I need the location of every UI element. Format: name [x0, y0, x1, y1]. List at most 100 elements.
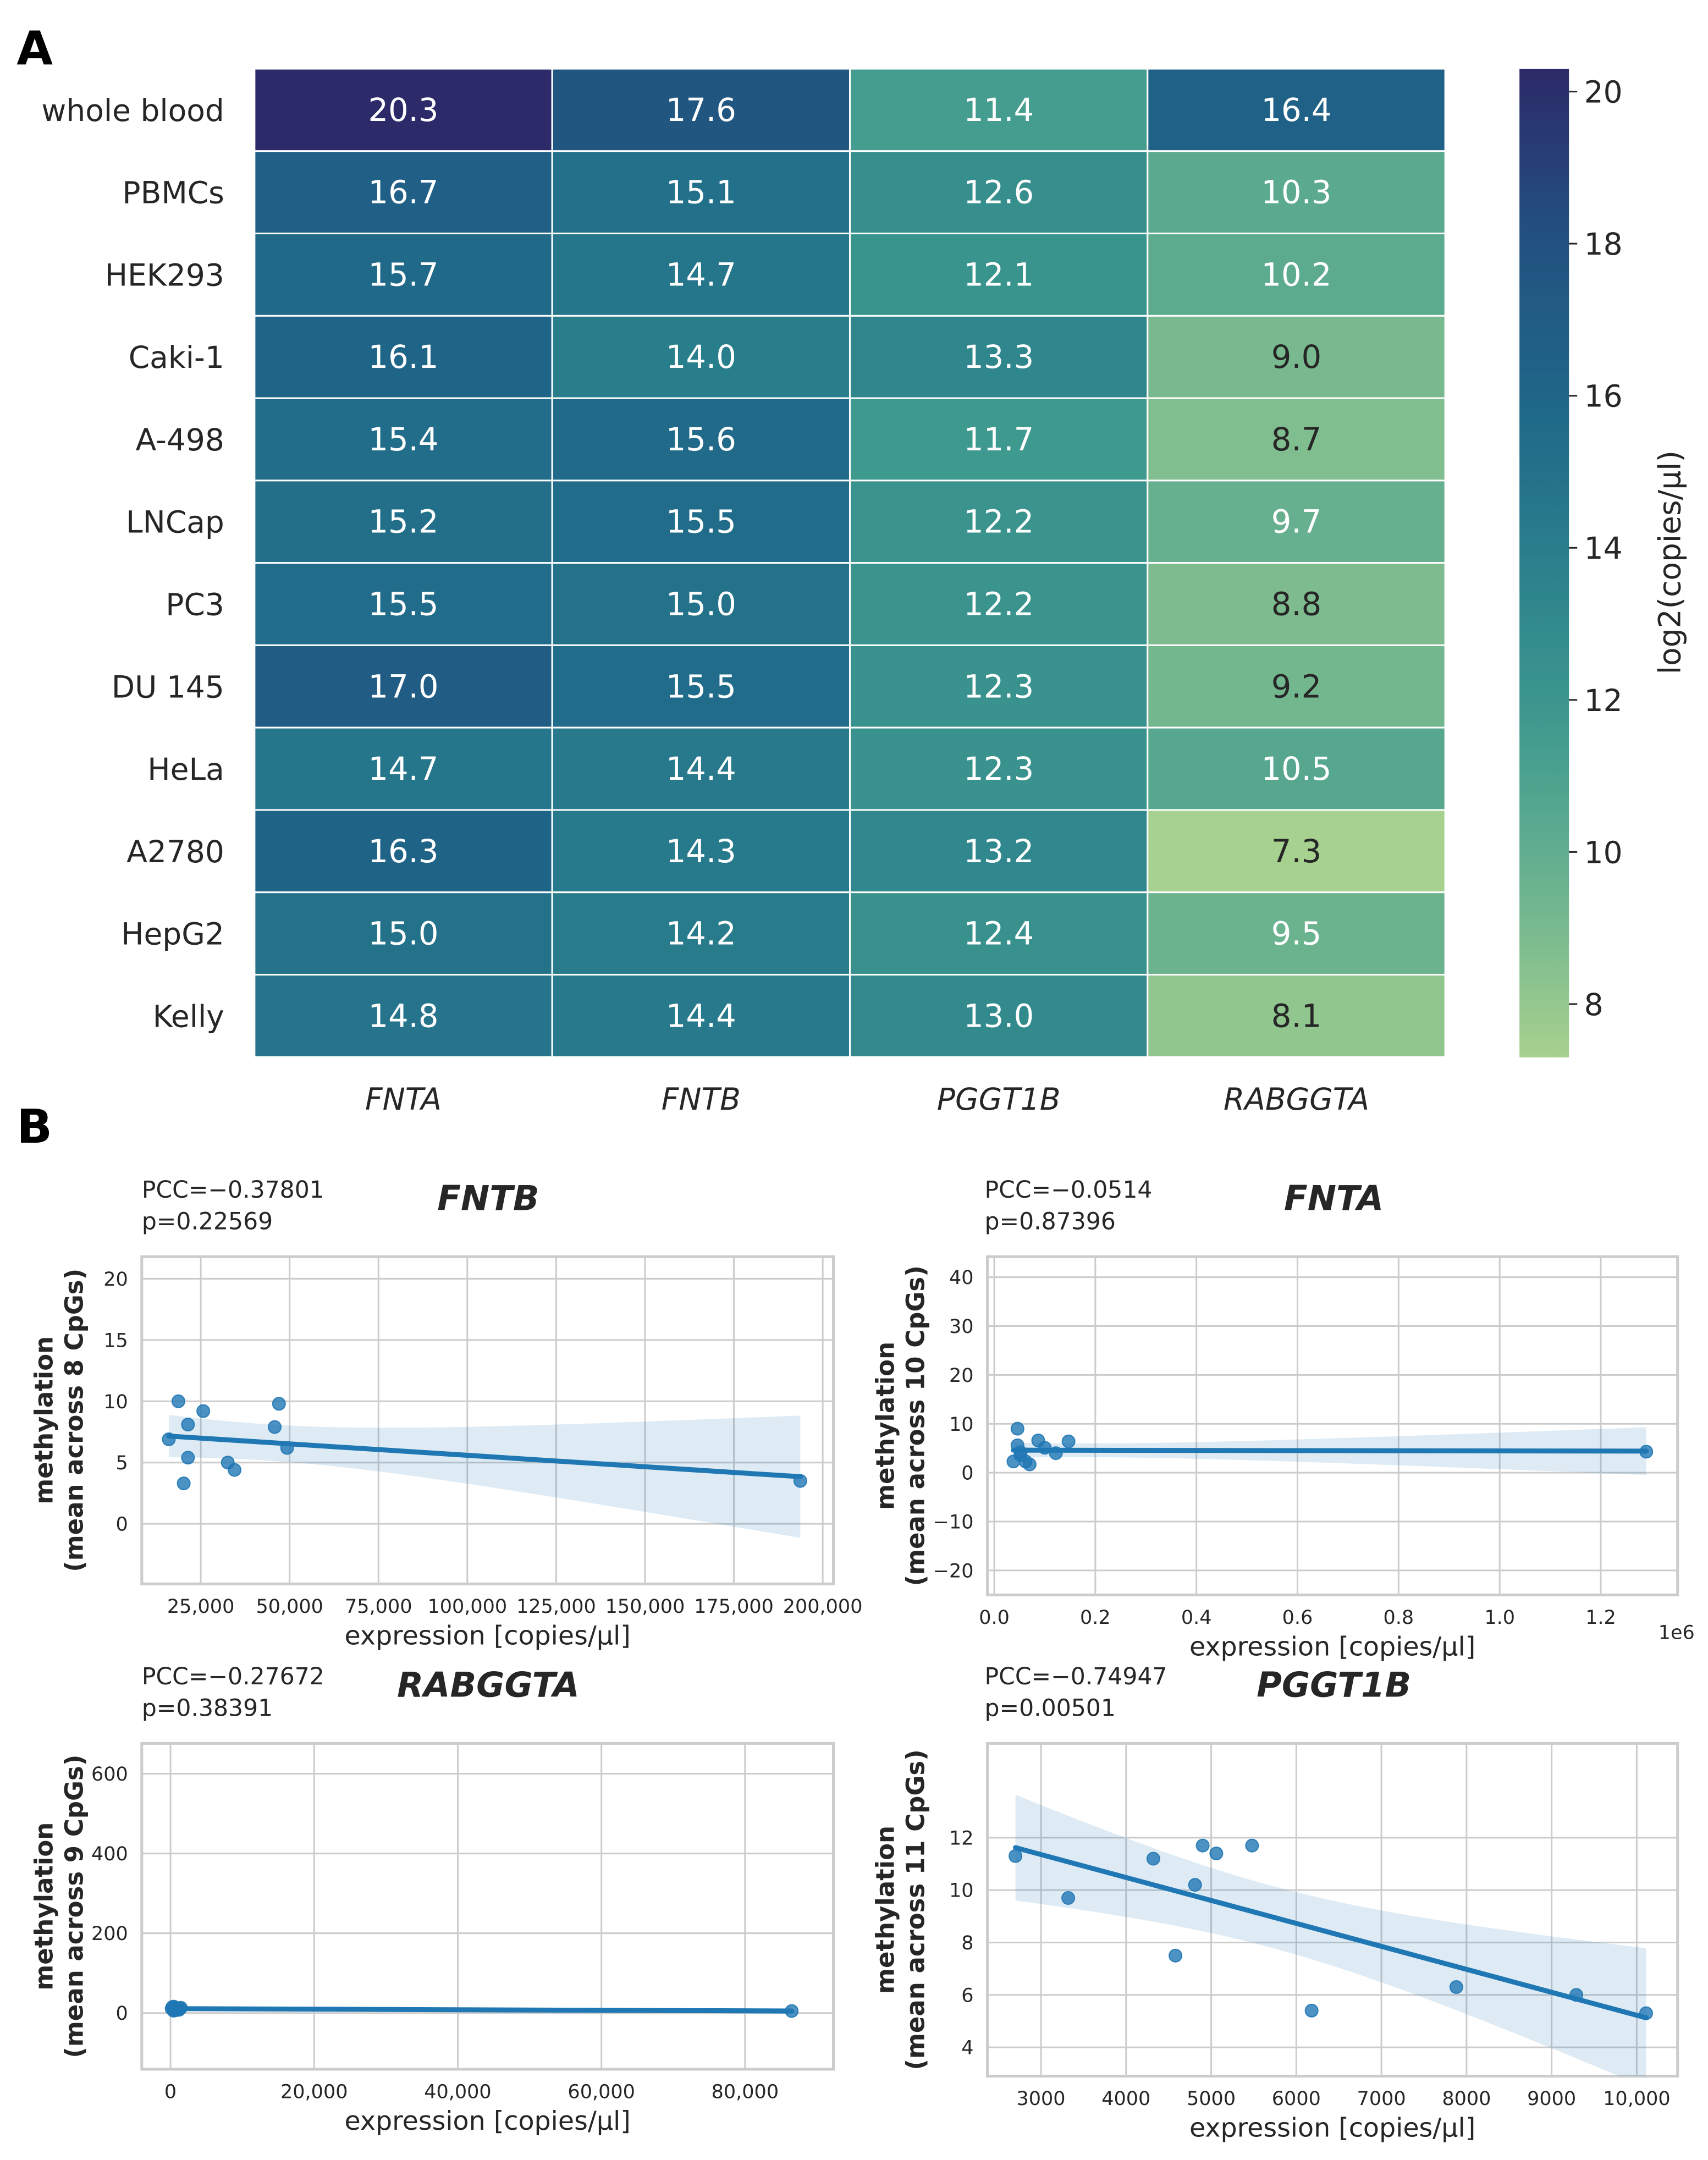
cell-value-label: 12.2 [963, 586, 1034, 623]
cell-value-label: 8.1 [1271, 998, 1321, 1034]
x-tick-label: 8000 [1442, 2088, 1491, 2110]
colorbar-tick-label: 8 [1584, 987, 1604, 1022]
heatmap-cell [1147, 315, 1446, 399]
x-tick-label: 0.0 [979, 1607, 1010, 1629]
heatmap-cell [849, 891, 1149, 976]
cell-value-label: 14.0 [666, 339, 736, 376]
y-tick-label: 15 [103, 1330, 128, 1352]
y-tick-label: 0 [961, 1463, 973, 1485]
heatmap-cell [254, 562, 553, 646]
x-tick-label: 100,000 [427, 1596, 507, 1618]
pcc-annotation: PCC=−0.0514 [985, 1177, 1153, 1204]
x-tick-label: 10,000 [1603, 2088, 1670, 2110]
x-tick-label: 3000 [1016, 2088, 1065, 2110]
heatmap-cell [1147, 233, 1446, 317]
heatmap-cell [849, 644, 1149, 729]
regression-line [166, 1434, 803, 1479]
panel-title: FNTA [1284, 1178, 1384, 1218]
x-axis-label: expression [copies/µl] [1189, 1632, 1475, 1662]
cell-value-label: 14.4 [666, 751, 736, 787]
cell-value-label: 9.0 [1271, 339, 1321, 376]
x-offset-label: 1e6 [1659, 1622, 1695, 1644]
x-tick-label: 150,000 [605, 1596, 685, 1618]
heatmap-cell [551, 233, 851, 317]
row-label: DU 145 [112, 669, 224, 704]
cell-value-label: 15.2 [368, 504, 439, 541]
row-label: Caki-1 [129, 340, 224, 375]
data-point [1188, 1878, 1202, 1892]
y-tick-label: 30 [949, 1316, 974, 1338]
heatmap-cell [849, 726, 1149, 811]
axes-frame [140, 1742, 835, 2071]
row-label: PC3 [166, 587, 224, 622]
column-label: FNTA [365, 1082, 442, 1117]
data-point [1304, 2003, 1319, 2018]
cell-value-label: 14.7 [368, 751, 439, 787]
pcc-annotation: PCC=−0.37801 [142, 1177, 324, 1204]
heatmap-cell [254, 68, 553, 152]
cell-value-label: 12.3 [963, 751, 1034, 787]
x-tick-label: 0 [164, 2081, 177, 2103]
column-label: FNTB [662, 1082, 741, 1117]
row-label: HeLa [147, 752, 224, 787]
heatmap-cell [254, 315, 553, 399]
data-point [268, 1420, 282, 1434]
regression-line [1013, 1845, 1649, 2020]
row-label: PBMCs [122, 175, 224, 211]
column-label: RABGGTA [1224, 1082, 1369, 1117]
data-point [177, 1476, 191, 1491]
panel-label-a: A [16, 22, 53, 76]
cell-value-label: 15.0 [368, 916, 439, 952]
scatter-panel-pggt1b: 3000 4000 5000 6000 7000 8000 9000 10,000 4 6 8 10 1… [871, 1663, 1679, 2143]
heatmap-cell [1147, 480, 1446, 564]
x-tick-label: 50,000 [256, 1596, 323, 1618]
cell-value-label: 20.3 [368, 92, 439, 129]
p-value-annotation: p=0.22569 [142, 1208, 273, 1235]
y-tick-label: −20 [933, 1560, 974, 1582]
heatmap-cell [254, 644, 553, 729]
colorbar-tick-label: 10 [1584, 835, 1623, 870]
panel-title: RABGGTA [397, 1665, 580, 1705]
heatmap-cell [551, 480, 851, 564]
cell-value-label: 13.0 [963, 998, 1034, 1034]
cell-value-label: 17.6 [666, 92, 736, 129]
x-tick-label: 200,000 [783, 1596, 863, 1618]
data-point [1209, 1847, 1224, 1861]
x-tick-label: 20,000 [280, 2081, 348, 2103]
heatmap-cell [849, 68, 1149, 152]
x-tick-label: 60,000 [568, 2081, 635, 2103]
data-point [1061, 1891, 1076, 1905]
x-tick-label: 1.0 [1484, 1607, 1515, 1629]
heatmap-cell [551, 809, 851, 894]
data-point [181, 1451, 195, 1465]
y-axis-label-sub: (mean across 11 CpGs) [901, 1749, 930, 2070]
data-point [1146, 1852, 1160, 1866]
panel-label-b: B [16, 1100, 52, 1154]
p-value-annotation: p=0.87396 [985, 1208, 1116, 1235]
data-point [171, 1394, 185, 1408]
scatter-panels: 25,000 50,000 75,000 100,000 125,000 150,000 1… [29, 1177, 1694, 2144]
cell-value-label: 10.2 [1261, 256, 1331, 293]
pcc-annotation: PCC=−0.27672 [142, 1663, 324, 1690]
y-tick-label: 600 [91, 1764, 128, 1786]
cell-value-label: 12.6 [963, 174, 1034, 211]
heatmap: whole blood 20.3 17.6 11.4 16.4 PBMCs 16.7 15.1… [41, 68, 1446, 1117]
axes-frame [140, 1255, 835, 1585]
colorbar-gradient [1519, 69, 1569, 1057]
y-axis-label-sub: (mean across 10 CpGs) [901, 1265, 930, 1586]
heatmap-cell [1147, 150, 1446, 235]
y-tick-label: 20 [949, 1365, 974, 1387]
cell-value-label: 14.2 [666, 916, 736, 952]
x-tick-label: 4000 [1101, 2088, 1150, 2110]
p-value-annotation: p=0.00501 [985, 1695, 1116, 1722]
cell-value-label: 10.3 [1261, 174, 1331, 211]
heatmap-cell [254, 150, 553, 235]
heatmap-cell [1147, 397, 1446, 482]
column-label: PGGT1B [937, 1082, 1061, 1117]
heatmap-cell [254, 480, 553, 564]
cell-value-label: 12.4 [963, 916, 1034, 952]
colorbar-tick-label: 20 [1584, 75, 1623, 110]
data-point [272, 1397, 286, 1411]
x-tick-label: 5000 [1187, 2088, 1236, 2110]
heatmap-cell [1147, 973, 1446, 1058]
